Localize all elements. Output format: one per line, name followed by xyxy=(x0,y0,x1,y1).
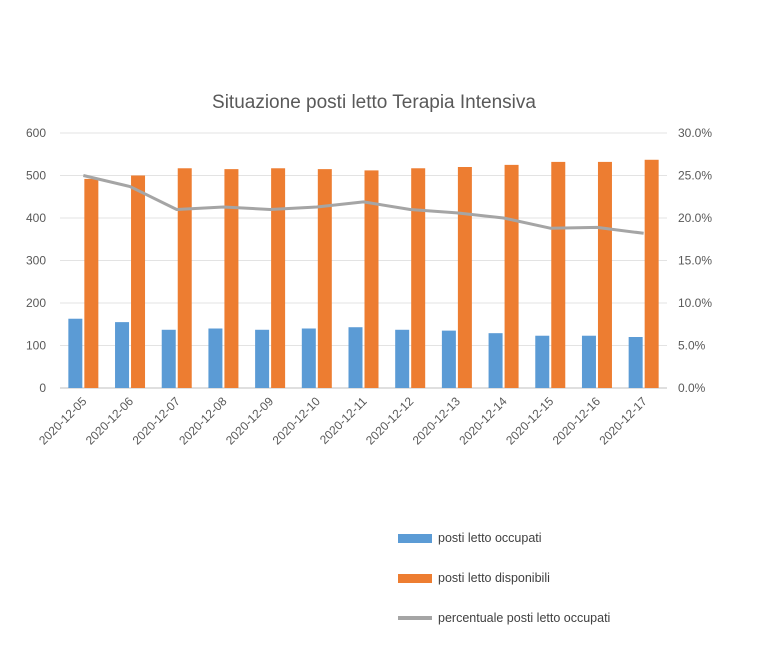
percent-line xyxy=(83,174,644,235)
x-tick-label: 2020-12-17 xyxy=(596,394,650,448)
bar-occupati xyxy=(301,328,316,388)
chart-title: Situazione posti letto Terapia Intensiva xyxy=(212,92,536,113)
y-left-tick-label: 400 xyxy=(26,211,46,225)
y-right-tick-label: 0.0% xyxy=(678,381,706,395)
x-tick-label: 2020-12-06 xyxy=(83,394,137,448)
bar-occupati xyxy=(581,335,596,388)
y-left-tick-label: 300 xyxy=(26,254,46,268)
bar-occupati xyxy=(208,328,223,388)
x-tick-label: 2020-12-09 xyxy=(223,394,277,448)
bar-occupati xyxy=(441,330,456,388)
bar-disponibili xyxy=(457,167,472,388)
y-axis-left: 0 100 200 300 400 500 600 xyxy=(26,126,46,395)
bar-disponibili xyxy=(644,159,659,388)
x-tick-label: 2020-12-10 xyxy=(270,394,324,448)
y-axis-right: 0.0% 5.0% 10.0% 15.0% 20.0% 25.0% 30.0% xyxy=(678,126,712,395)
bar-occupati xyxy=(535,335,550,388)
bar-occupati xyxy=(488,333,503,388)
y-right-tick-label: 5.0% xyxy=(678,339,706,353)
y-right-tick-label: 25.0% xyxy=(678,169,712,183)
x-tick-label: 2020-12-14 xyxy=(456,394,510,448)
bar-disponibili xyxy=(551,161,566,388)
gridlines xyxy=(60,132,667,389)
legend-swatch-percentuale xyxy=(398,616,432,620)
y-left-tick-label: 100 xyxy=(26,339,46,353)
x-tick-label: 2020-12-12 xyxy=(363,394,417,448)
bar-occupati xyxy=(348,327,363,388)
bar-occupati xyxy=(628,337,643,388)
bar-disponibili xyxy=(84,178,99,388)
legend-swatch-occupati xyxy=(398,533,432,543)
legend-label-percentuale: percentuale posti letto occupati xyxy=(438,611,611,625)
bar-occupati xyxy=(395,329,410,388)
line-percentuale xyxy=(83,174,644,235)
x-tick-label: 2020-12-15 xyxy=(503,394,557,448)
bar-disponibili xyxy=(411,168,426,388)
bar-occupati xyxy=(255,329,270,388)
bar-disponibili xyxy=(597,161,612,388)
bar-disponibili xyxy=(317,169,332,388)
x-tick-label: 2020-12-05 xyxy=(36,394,90,448)
y-left-tick-label: 0 xyxy=(39,381,46,395)
legend-swatch-disponibili xyxy=(398,573,432,583)
legend-label-occupati: posti letto occupati xyxy=(438,531,542,545)
bar-disponibili xyxy=(504,164,519,388)
legend-label-disponibili: posti letto disponibili xyxy=(438,571,550,585)
legend: posti letto occupati posti letto disponi… xyxy=(398,518,610,638)
x-tick-label: 2020-12-16 xyxy=(550,394,604,448)
x-tick-label: 2020-12-13 xyxy=(410,394,464,448)
x-tick-label: 2020-12-11 xyxy=(317,394,370,447)
bar-disponibili xyxy=(364,170,379,388)
x-axis: 2020-12-052020-12-062020-12-072020-12-08… xyxy=(36,394,650,448)
y-left-tick-label: 600 xyxy=(26,126,46,140)
y-right-tick-label: 15.0% xyxy=(678,254,712,268)
y-right-tick-label: 10.0% xyxy=(678,296,712,310)
bar-occupati xyxy=(68,318,83,388)
bar-disponibili xyxy=(224,169,239,388)
bar-occupati xyxy=(161,329,176,388)
y-right-tick-label: 20.0% xyxy=(678,211,712,225)
legend-item-percentuale: percentuale posti letto occupati xyxy=(398,598,610,638)
bar-disponibili xyxy=(177,168,192,388)
x-tick-label: 2020-12-08 xyxy=(176,394,230,448)
bar-disponibili xyxy=(131,175,146,388)
legend-item-disponibili: posti letto disponibili xyxy=(398,558,610,598)
bars xyxy=(68,159,659,388)
y-right-tick-label: 30.0% xyxy=(678,126,712,140)
y-left-tick-label: 500 xyxy=(26,169,46,183)
legend-item-occupati: posti letto occupati xyxy=(398,518,610,558)
y-left-tick-label: 200 xyxy=(26,296,46,310)
bar-disponibili xyxy=(271,168,286,388)
x-tick-label: 2020-12-07 xyxy=(130,394,184,448)
bar-occupati xyxy=(115,322,130,388)
